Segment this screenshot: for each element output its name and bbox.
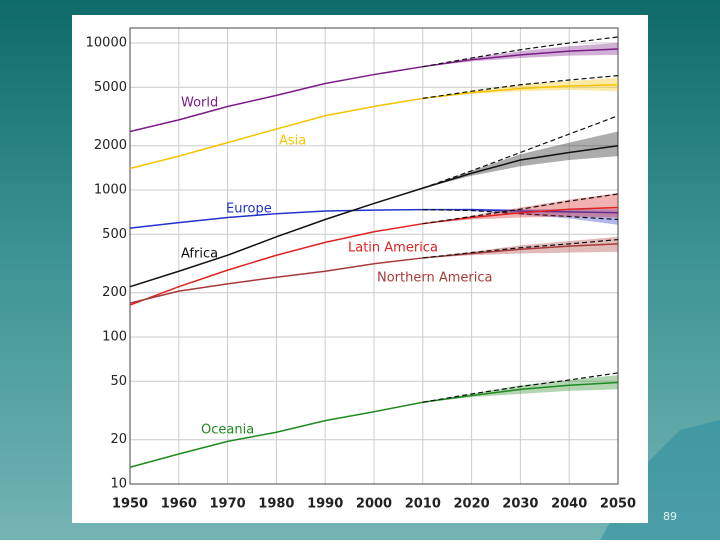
projection-line <box>422 36 619 68</box>
x-tick-label: 2000 <box>356 497 392 512</box>
x-tick-label: 1960 <box>161 497 197 512</box>
series-line <box>129 83 619 170</box>
plot-frame <box>129 27 619 485</box>
y-tick-label: 10 <box>110 477 127 492</box>
projection-line <box>422 238 619 259</box>
series-line <box>129 145 619 288</box>
series-label: World <box>181 96 218 111</box>
projection-line <box>422 115 619 189</box>
x-tick-label: 2050 <box>600 497 636 512</box>
x-tick-label: 1970 <box>210 497 246 512</box>
y-tick-label: 10000 <box>86 36 127 51</box>
series-label: Oceania <box>201 423 254 438</box>
y-tick-label: 200 <box>102 285 127 300</box>
series-line <box>129 381 619 468</box>
projection-line <box>422 75 619 99</box>
x-tick-label: 2040 <box>551 497 587 512</box>
series-line <box>129 48 619 133</box>
y-tick-label: 100 <box>102 330 127 345</box>
x-tick-label: 2020 <box>454 497 490 512</box>
uncertainty-band <box>422 208 618 225</box>
x-tick-label: 2010 <box>405 497 441 512</box>
projection-line <box>422 372 619 403</box>
series-line <box>129 206 619 306</box>
projection-line <box>422 193 619 225</box>
y-tick-label: 50 <box>110 374 127 389</box>
x-tick-label: 2030 <box>502 497 538 512</box>
y-tick-label: 20 <box>110 432 127 447</box>
x-tick-label: 1990 <box>307 497 343 512</box>
x-tick-label: 1980 <box>258 497 294 512</box>
y-tick-label: 2000 <box>94 138 127 153</box>
y-tick-label: 5000 <box>94 80 127 95</box>
series-label: Asia <box>279 134 306 149</box>
y-tick-label: 500 <box>102 227 127 242</box>
series-label: Latin America <box>348 241 438 256</box>
x-tick-label: 1950 <box>112 497 148 512</box>
y-tick-label: 1000 <box>94 183 127 198</box>
series-label: Europe <box>226 202 272 217</box>
page-number: 89 <box>663 510 677 523</box>
series-line <box>129 243 619 304</box>
chart-panel <box>72 15 648 523</box>
series-label: Northern America <box>377 271 492 286</box>
projection-line <box>422 209 619 221</box>
series-label: Africa <box>181 247 218 262</box>
